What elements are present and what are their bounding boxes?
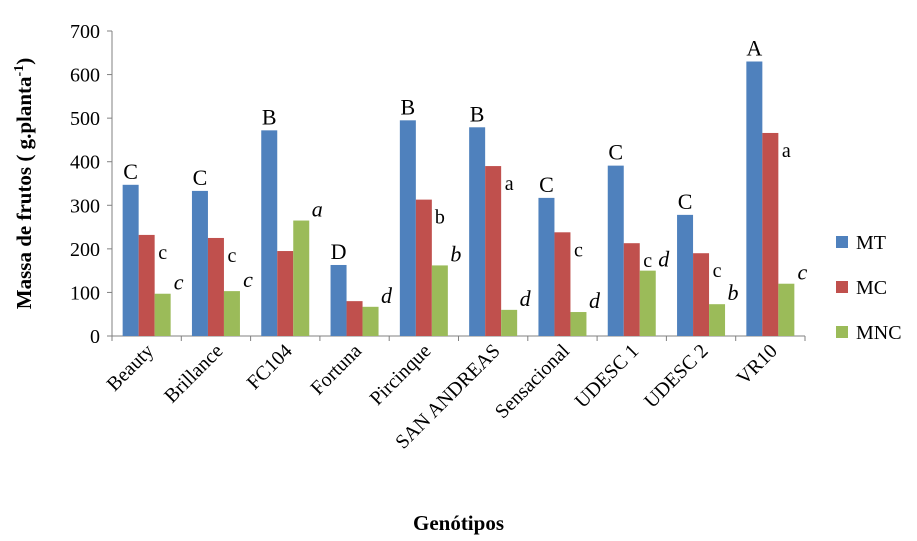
significance-letter: c <box>643 250 652 272</box>
x-tick-label: Pircinque <box>366 340 436 410</box>
significance-letter: d <box>381 283 393 308</box>
x-tick-label: UDESC 1 <box>571 340 644 413</box>
significance-letter: a <box>782 140 791 162</box>
legend-swatch-mnc <box>836 326 848 338</box>
significance-letter: c <box>158 242 167 264</box>
bar-mt <box>677 214 694 336</box>
y-tick-label: 200 <box>70 239 100 261</box>
y-axis-title-superscript: -1 <box>12 65 27 77</box>
x-tick-label: VR10 <box>733 340 782 389</box>
bar-mt <box>469 127 486 337</box>
significance-letter: B <box>262 104 277 129</box>
legend-swatch-mc <box>836 281 848 293</box>
y-tick-label: 600 <box>70 65 100 87</box>
bar-mnc <box>639 270 656 336</box>
bar-mt <box>538 197 555 336</box>
significance-letter: c <box>228 245 237 267</box>
significance-letter: b <box>450 241 461 266</box>
significance-letter: d <box>589 288 601 313</box>
significance-letter: C <box>193 165 208 190</box>
bar-mt <box>191 190 208 336</box>
significance-letter: a <box>505 173 514 195</box>
significance-letter: C <box>539 172 554 197</box>
y-axis-title-suffix: ) <box>12 58 36 65</box>
bar-mt <box>261 130 278 336</box>
significance-letter: d <box>520 286 532 311</box>
bar-mc <box>554 232 571 336</box>
bar-mnc <box>293 220 310 336</box>
bar-mnc <box>501 309 518 336</box>
significance-letter: C <box>123 159 138 184</box>
bar-mt <box>330 264 347 336</box>
x-tick-label: Fortuna <box>307 340 367 400</box>
significance-letter: c <box>713 260 722 282</box>
bar-mc <box>485 166 502 336</box>
bar-mt <box>746 61 763 336</box>
legend-label-mc: MC <box>856 277 887 299</box>
significance-letter: b <box>728 280 739 305</box>
y-tick-label: 500 <box>70 108 100 130</box>
significance-letter: c <box>574 239 583 261</box>
plot-area: 0100200300400500600700CccBeautyCccBrilla… <box>70 21 807 453</box>
significance-letter: b <box>435 207 445 229</box>
legend-label-mnc: MNC <box>856 322 902 344</box>
bar-mnc <box>223 291 240 336</box>
significance-letter: C <box>678 189 693 214</box>
bar-mt <box>399 120 416 336</box>
bar-mnc <box>154 293 171 336</box>
significance-letter: B <box>470 101 485 126</box>
legend-label-mt: MT <box>856 232 886 254</box>
bar-mc <box>346 301 363 336</box>
bar-mnc <box>431 265 448 336</box>
bar-mnc <box>778 283 795 336</box>
bar-mc <box>623 243 640 336</box>
legend-swatch-mt <box>836 236 848 248</box>
y-tick-label: 700 <box>70 21 100 43</box>
significance-letter: C <box>608 140 623 165</box>
y-tick-label: 100 <box>70 282 100 304</box>
x-tick-label: FC104 <box>243 340 297 394</box>
bar-mnc <box>362 306 379 336</box>
x-tick-label: UDESC 2 <box>640 340 713 413</box>
bar-mnc <box>570 312 587 336</box>
bar-mc <box>762 132 779 336</box>
significance-letter: B <box>401 94 416 119</box>
y-axis-title-main: Massa de frutos ( g.planta <box>12 76 36 309</box>
bar-mc <box>138 234 155 336</box>
bar-mc <box>277 251 294 336</box>
bar-mnc <box>709 304 726 336</box>
bar-mc <box>415 199 432 336</box>
y-tick-label: 0 <box>90 326 100 348</box>
significance-letter: A <box>746 36 762 61</box>
y-axis-label: Massa de frutos ( g.planta-1) <box>12 58 36 309</box>
significance-letter: D <box>331 239 347 264</box>
bar-mc <box>693 253 710 336</box>
x-axis-label: Genótipos <box>413 511 504 535</box>
x-tick-label: Brillance <box>160 340 227 407</box>
bar-mt <box>607 165 624 336</box>
y-tick-label: 400 <box>70 152 100 174</box>
significance-letter: c <box>243 267 253 292</box>
y-axis-title: Massa de frutos ( g.planta-1) <box>12 58 36 309</box>
legend: MT MC MNC <box>836 232 902 344</box>
significance-letter: d <box>658 247 670 272</box>
significance-letter: c <box>797 260 807 285</box>
significance-letter: c <box>174 270 184 295</box>
bar-mt <box>122 184 139 336</box>
bar-mc <box>207 237 224 336</box>
x-tick-label: Sensacional <box>491 340 574 423</box>
x-tick-label: Beauty <box>103 340 159 396</box>
y-tick-label: 300 <box>70 195 100 217</box>
significance-letter: a <box>312 197 323 222</box>
